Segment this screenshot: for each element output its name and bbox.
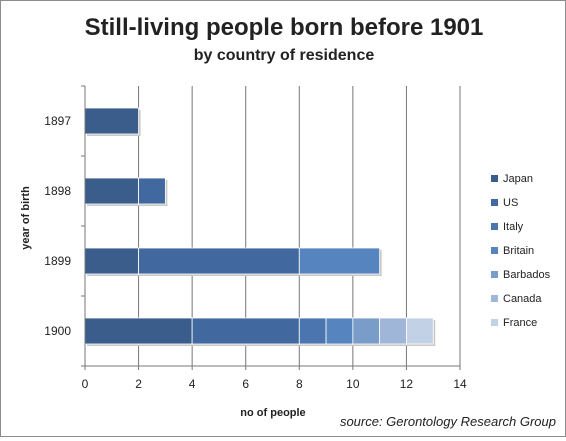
legend-label-us: US xyxy=(503,197,518,209)
legend-swatch-france xyxy=(491,319,498,326)
bar-1899-us xyxy=(138,247,300,275)
bar-1898-japan xyxy=(84,177,139,205)
legend-swatch-britain xyxy=(491,247,498,254)
bar-1900-italy xyxy=(298,317,327,345)
x-axis-label: no of people xyxy=(240,407,305,419)
bar-1900-us xyxy=(191,317,300,345)
y-tick-label-1897: 1897 xyxy=(44,114,71,128)
x-tick-labels: 0 2 4 6 8 10 12 14 xyxy=(82,377,467,391)
bar-1900-japan xyxy=(84,317,193,345)
legend: Japan US Italy Britain Barbados Canada France xyxy=(491,173,551,329)
bar-1899-japan xyxy=(84,247,139,275)
legend-swatch-us xyxy=(491,199,498,206)
bar-1900-barbados xyxy=(352,317,381,345)
bar-1900-canada xyxy=(379,317,407,345)
y-tick-label-1899: 1899 xyxy=(44,254,71,268)
bar-1900-britain xyxy=(325,317,354,345)
gridlines xyxy=(138,86,461,366)
legend-label-britain: Britain xyxy=(503,245,534,257)
x-tick-label-0: 0 xyxy=(82,377,89,391)
axes xyxy=(81,85,461,370)
bar-1899-britain xyxy=(298,247,381,275)
legend-swatch-italy xyxy=(491,223,498,230)
legend-swatch-barbados xyxy=(491,271,498,278)
legend-label-italy: Italy xyxy=(503,221,524,233)
legend-swatch-japan xyxy=(491,175,498,182)
x-tick-label-4: 4 xyxy=(189,377,196,391)
y-tick-labels: 1897 1898 1899 1900 xyxy=(44,114,71,338)
legend-label-japan: Japan xyxy=(503,173,533,185)
bars xyxy=(84,107,436,346)
x-tick-label-12: 12 xyxy=(400,377,414,391)
legend-label-canada: Canada xyxy=(503,293,542,305)
bar-1898-us xyxy=(138,177,166,205)
legend-swatch-canada xyxy=(491,295,498,302)
x-tick-label-6: 6 xyxy=(242,377,249,391)
y-axis-label: year of birth xyxy=(20,186,32,250)
chart-subtitle: by country of residence xyxy=(194,47,375,64)
bar-1897-japan xyxy=(84,107,139,135)
x-tick-label-10: 10 xyxy=(346,377,360,391)
x-tick-label-14: 14 xyxy=(453,377,467,391)
bar-1900-france xyxy=(406,317,434,345)
y-tick-label-1900: 1900 xyxy=(44,324,71,338)
y-tick-label-1898: 1898 xyxy=(44,184,71,198)
legend-label-barbados: Barbados xyxy=(503,269,551,281)
x-tick-label-2: 2 xyxy=(135,377,142,391)
chart-title: Still-living people born before 1901 xyxy=(85,14,484,41)
x-tick-label-8: 8 xyxy=(296,377,303,391)
source-note: source: Gerontology Research Group xyxy=(340,414,556,429)
legend-label-france: France xyxy=(503,317,537,329)
